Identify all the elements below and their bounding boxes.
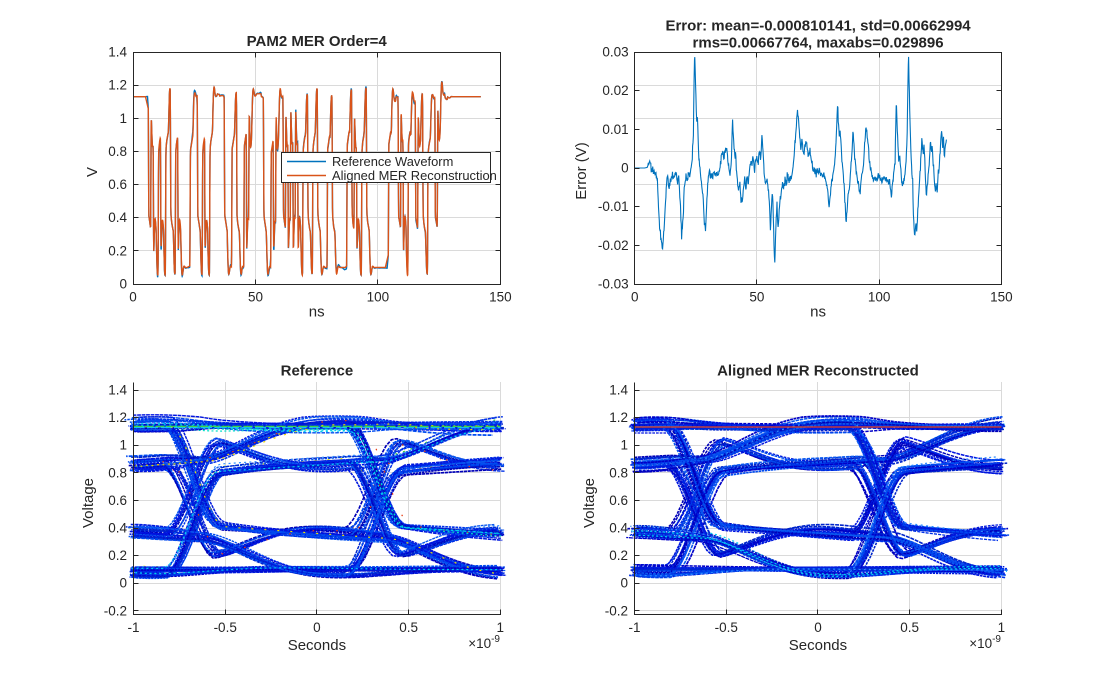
svg-text:V: V (84, 167, 101, 177)
svg-text:1.2: 1.2 (108, 410, 127, 425)
svg-text:0.02: 0.02 (602, 83, 628, 98)
svg-text:1.4: 1.4 (609, 383, 628, 398)
svg-text:0.03: 0.03 (602, 45, 628, 60)
svg-text:0.6: 0.6 (609, 493, 628, 508)
svg-text:Reference Waveform: Reference Waveform (332, 154, 453, 169)
svg-text:50: 50 (248, 290, 263, 305)
svg-text:150: 150 (489, 290, 512, 305)
svg-text:100: 100 (868, 290, 891, 305)
svg-text:0.4: 0.4 (108, 521, 127, 536)
svg-text:PAM2 MER Order=4: PAM2 MER Order=4 (247, 33, 388, 50)
svg-text:0.2: 0.2 (108, 243, 127, 258)
svg-text:Voltage: Voltage (80, 478, 97, 528)
svg-text:0: 0 (621, 161, 629, 176)
svg-text:Voltage: Voltage (581, 478, 598, 528)
svg-text:0: 0 (119, 277, 127, 292)
svg-text:-1: -1 (127, 620, 139, 635)
svg-text:1: 1 (119, 438, 127, 453)
svg-text:0.01: 0.01 (602, 122, 628, 137)
svg-text:Reference: Reference (281, 363, 354, 380)
svg-text:1.4: 1.4 (108, 383, 127, 398)
svg-text:150: 150 (990, 290, 1013, 305)
svg-text:0.4: 0.4 (108, 210, 127, 225)
svg-text:-0.01: -0.01 (598, 199, 629, 214)
svg-text:rms=0.00667764, maxabs=0.02989: rms=0.00667764, maxabs=0.029896 (693, 35, 944, 52)
svg-text:-0.2: -0.2 (104, 603, 127, 618)
svg-text:Aligned MER Reconstructed: Aligned MER Reconstructed (717, 363, 919, 380)
svg-text:Seconds: Seconds (789, 637, 847, 654)
svg-text:Seconds: Seconds (288, 637, 346, 654)
svg-text:0.8: 0.8 (609, 465, 628, 480)
svg-text:0: 0 (631, 290, 639, 305)
svg-text:-1: -1 (628, 620, 640, 635)
svg-text:0.2: 0.2 (609, 548, 628, 563)
svg-text:0.8: 0.8 (108, 144, 127, 159)
svg-text:-0.5: -0.5 (214, 620, 237, 635)
svg-text:0: 0 (129, 290, 137, 305)
svg-text:100: 100 (367, 290, 390, 305)
svg-text:ns: ns (309, 304, 325, 321)
svg-text:0.4: 0.4 (609, 521, 628, 536)
svg-text:-0.2: -0.2 (605, 603, 628, 618)
svg-text:ns: ns (810, 304, 826, 321)
svg-text:0.6: 0.6 (108, 177, 127, 192)
svg-text:0.8: 0.8 (108, 465, 127, 480)
svg-text:1: 1 (998, 620, 1006, 635)
svg-text:0.5: 0.5 (900, 620, 919, 635)
svg-text:1: 1 (497, 620, 505, 635)
svg-text:0: 0 (814, 620, 822, 635)
svg-text:0.2: 0.2 (108, 548, 127, 563)
svg-text:-0.02: -0.02 (598, 238, 629, 253)
svg-text:0.6: 0.6 (108, 493, 127, 508)
svg-text:0.5: 0.5 (399, 620, 418, 635)
svg-text:Error (V): Error (V) (573, 142, 590, 200)
svg-text:Aligned MER Reconstruction: Aligned MER Reconstruction (332, 168, 497, 183)
svg-text:0: 0 (313, 620, 321, 635)
svg-text:-0.03: -0.03 (598, 277, 629, 292)
svg-text:1.4: 1.4 (108, 45, 127, 60)
svg-text:0: 0 (620, 576, 628, 591)
svg-text:1.2: 1.2 (108, 78, 127, 93)
svg-text:1.2: 1.2 (609, 410, 628, 425)
svg-text:-0.5: -0.5 (715, 620, 738, 635)
svg-text:Error: mean=-0.000810141, std=: Error: mean=-0.000810141, std=0.00662994 (665, 18, 971, 35)
svg-text:0: 0 (119, 576, 127, 591)
svg-text:1: 1 (620, 438, 628, 453)
svg-text:1: 1 (119, 111, 127, 126)
svg-text:50: 50 (749, 290, 764, 305)
